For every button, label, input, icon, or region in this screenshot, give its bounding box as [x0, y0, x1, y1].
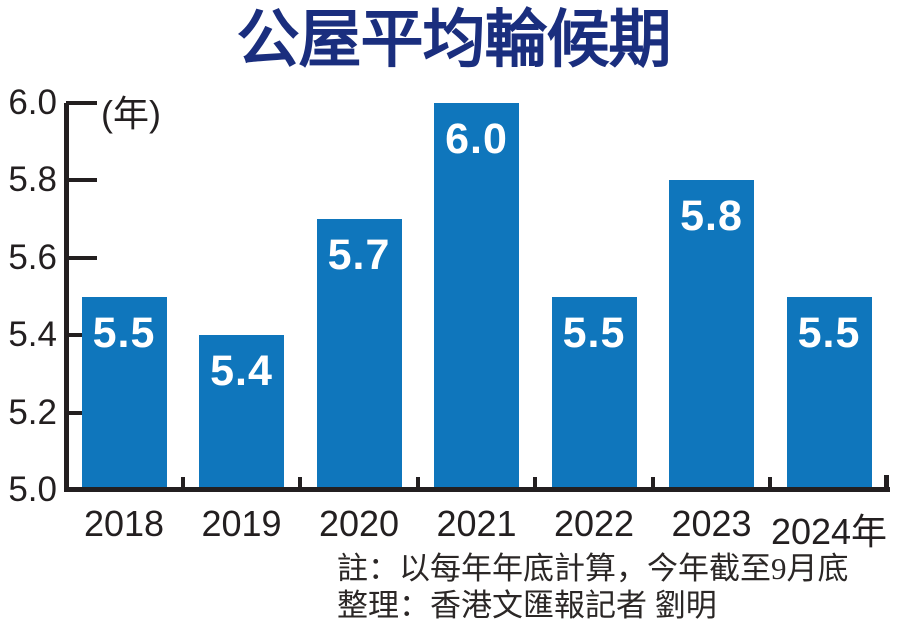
footnotes: 註：以每年年底計算，今年截至9月底 整理：香港文匯報記者 劉明	[337, 550, 849, 624]
bar-value-label: 5.8	[680, 192, 743, 241]
x-axis-label: 2021	[436, 503, 517, 544]
bar-value-label: 5.5	[92, 308, 156, 357]
y-axis-line	[64, 103, 69, 492]
x-axis-end-tick	[884, 475, 889, 487]
bar: 6.0	[434, 103, 519, 491]
x-axis-label: 2024年	[770, 511, 888, 552]
x-axis-tick	[180, 477, 185, 487]
footnote-credit: 整理：香港文匯報記者 劉明	[337, 588, 717, 623]
x-axis-tick	[298, 477, 303, 487]
x-axis-label: 2019	[201, 503, 282, 544]
bar: 5.4	[199, 335, 284, 491]
y-axis-tick-label: 5.0	[8, 470, 57, 509]
x-axis-label: 2018	[83, 503, 165, 544]
x-axis-label: 2022	[553, 503, 635, 544]
bar: 5.5	[786, 296, 872, 491]
footnote-note: 註：以每年年底計算，今年截至9月底	[337, 551, 849, 586]
chart-title: 公屋平均輪候期	[236, 5, 672, 75]
y-axis-tick	[66, 178, 97, 183]
bar: 5.8	[669, 180, 754, 491]
x-axis-tick	[415, 477, 420, 487]
bar-value-label: 5.5	[797, 308, 861, 357]
bar-value-label: 5.5	[562, 308, 626, 357]
x-axis-tick	[768, 477, 773, 487]
x-axis-line	[64, 487, 890, 492]
y-axis-tick-label: 5.2	[8, 392, 57, 432]
x-axis-label: 2020	[318, 503, 400, 544]
bar-value-label: 5.4	[210, 347, 273, 396]
y-axis-tick-label: 6.0	[8, 83, 57, 122]
bar-value-label: 6.0	[445, 115, 508, 163]
y-axis-tick-label: 5.4	[8, 315, 57, 355]
y-axis-unit-label: (年)	[101, 93, 161, 134]
bar-value-label: 5.7	[327, 231, 391, 280]
bar: 5.5	[551, 296, 637, 491]
y-axis-tick	[66, 101, 97, 105]
x-axis-tick	[533, 477, 538, 487]
y-axis-tick-label: 5.8	[8, 160, 57, 200]
bar: 5.7	[316, 219, 402, 491]
x-axis-tick	[650, 477, 655, 487]
y-axis-tick	[66, 255, 97, 260]
bar: 5.5	[81, 296, 167, 491]
y-axis-tick-label: 5.6	[8, 237, 57, 277]
x-axis-label: 2023	[671, 503, 752, 544]
